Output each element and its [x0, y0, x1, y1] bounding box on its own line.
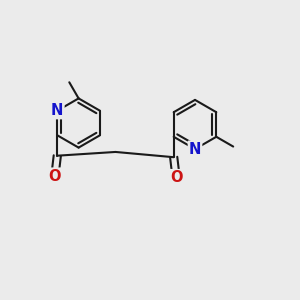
- Text: N: N: [189, 142, 201, 157]
- Text: O: O: [49, 169, 61, 184]
- Text: N: N: [51, 103, 64, 118]
- Text: O: O: [170, 170, 182, 185]
